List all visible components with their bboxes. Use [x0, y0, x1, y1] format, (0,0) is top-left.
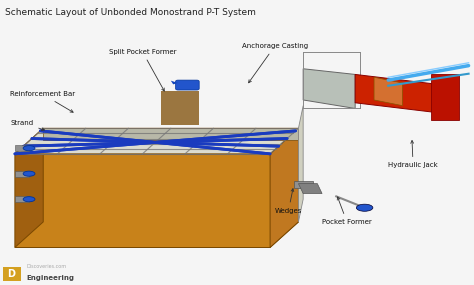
Polygon shape: [374, 77, 402, 106]
Polygon shape: [15, 154, 270, 247]
Polygon shape: [270, 128, 299, 247]
Ellipse shape: [23, 197, 35, 202]
Ellipse shape: [23, 146, 35, 151]
Text: Pocket Former: Pocket Former: [322, 197, 372, 225]
Polygon shape: [303, 69, 355, 109]
Text: Wedges: Wedges: [275, 189, 302, 213]
Text: Hydraulic Jack: Hydraulic Jack: [388, 141, 438, 168]
Polygon shape: [294, 181, 313, 188]
Ellipse shape: [23, 171, 35, 176]
Text: Anchorage Casting: Anchorage Casting: [242, 43, 308, 83]
Polygon shape: [299, 106, 303, 222]
Polygon shape: [15, 222, 299, 247]
FancyBboxPatch shape: [3, 267, 21, 282]
Polygon shape: [431, 74, 459, 120]
FancyBboxPatch shape: [175, 80, 199, 90]
Text: D: D: [7, 269, 15, 279]
Polygon shape: [355, 74, 450, 114]
Polygon shape: [15, 128, 299, 154]
Polygon shape: [161, 91, 199, 125]
Polygon shape: [43, 128, 299, 140]
Polygon shape: [15, 145, 29, 151]
Polygon shape: [171, 81, 178, 84]
Text: Split Pocket Former: Split Pocket Former: [109, 49, 176, 91]
Polygon shape: [299, 184, 322, 194]
Text: Strand: Strand: [10, 120, 45, 131]
Text: Discoveries.com: Discoveries.com: [27, 264, 67, 269]
Polygon shape: [15, 196, 29, 202]
Text: Engineering: Engineering: [27, 276, 75, 282]
Ellipse shape: [356, 204, 373, 211]
Text: Schematic Layout of Unbonded Monostrand P-T System: Schematic Layout of Unbonded Monostrand …: [5, 8, 256, 17]
Text: Reinforcement Bar: Reinforcement Bar: [10, 91, 75, 112]
Polygon shape: [15, 171, 29, 176]
Polygon shape: [15, 128, 43, 247]
